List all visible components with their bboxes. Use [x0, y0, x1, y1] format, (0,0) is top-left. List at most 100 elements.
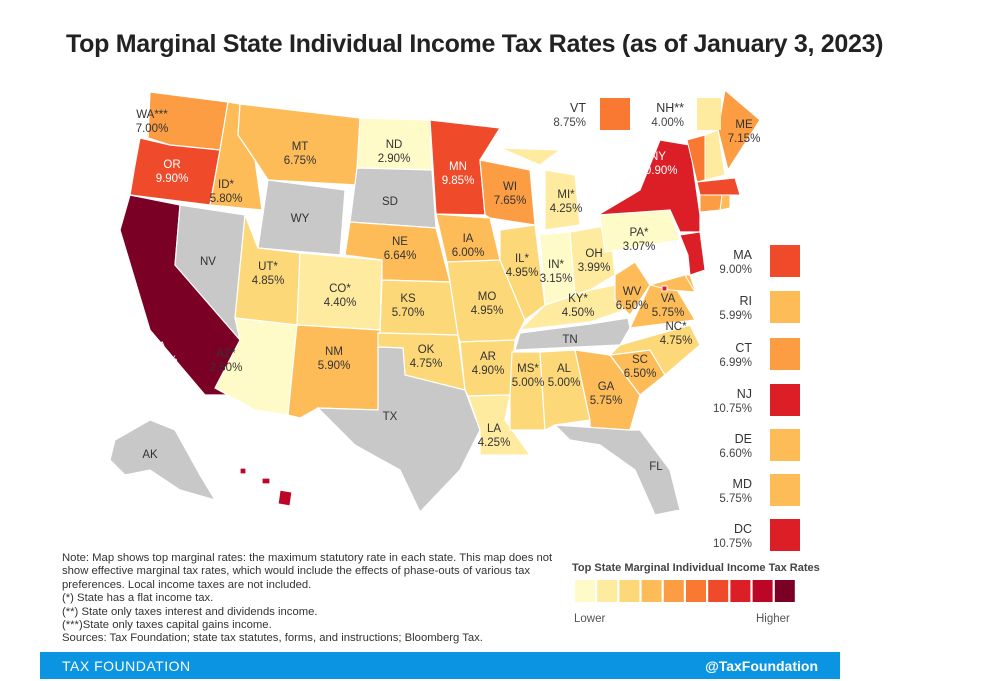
state-rate-il: 4.95% [506, 267, 539, 279]
callout-label-nj: NJ [737, 387, 752, 401]
state-al [539, 349, 591, 431]
callout-label-de: DE [735, 432, 752, 446]
state-label-ak: AK [142, 449, 158, 461]
state-rate-ut: 4.85% [252, 275, 285, 287]
state-label-ar: AR [480, 351, 496, 363]
state-label-ok: OK [418, 344, 435, 356]
state-label-al: AL [557, 363, 572, 375]
footer-brand: TAX FOUNDATION [62, 658, 191, 674]
state-label-tn: TN [562, 334, 577, 346]
callout-swatch-ri [770, 291, 800, 323]
state-rate-mo: 4.95% [471, 305, 504, 317]
state-rate-nd: 2.90% [378, 153, 411, 165]
callout-label-ri: RI [740, 294, 753, 308]
state-label-ky: KY* [568, 293, 588, 305]
legend-swatch [774, 580, 795, 602]
note-sources: Sources: Tax Foundation; state tax statu… [62, 632, 483, 645]
state-rate-oh: 3.99% [578, 262, 611, 274]
callout-swatch-vt [600, 98, 630, 130]
state-label-mt: MT [292, 141, 309, 153]
state-label-fl: FL [649, 461, 663, 473]
state-label-ut: UT* [258, 261, 278, 273]
state-ak [109, 419, 217, 501]
state-label-sc: SC [632, 354, 648, 366]
legend-lower: Lower [574, 613, 606, 625]
state-rate-ca: 13.30% [138, 355, 177, 367]
state-dc [661, 285, 668, 292]
callout-rate-ri: 5.99% [719, 310, 752, 322]
callout-swatch-ma [770, 245, 800, 277]
state-va [628, 277, 696, 329]
state-label-nd: ND [386, 139, 403, 151]
callout-label-md: MD [733, 477, 752, 491]
callout-rate-de: 6.60% [719, 448, 752, 460]
callout-swatch-nj [770, 384, 800, 416]
legend-higher: Higher [756, 613, 790, 625]
legend-swatch [686, 580, 706, 602]
state-rate-sc: 6.50% [624, 368, 657, 380]
state-label-ga: GA [598, 381, 615, 393]
state-label-ne: NE [392, 236, 408, 248]
state-label-pa: PA* [630, 227, 649, 239]
callout-label-dc: DC [734, 522, 752, 536]
legend-swatch [619, 580, 640, 602]
state-label-ca: CA [150, 341, 166, 353]
state-label-hi: HI [254, 498, 266, 510]
state-rate-al: 5.00% [548, 377, 581, 389]
callout-rate-md: 5.75% [719, 493, 752, 505]
state-label-ms: MS* [517, 363, 539, 375]
note-flat: (*) State has a flat income tax. [62, 592, 214, 605]
state-label-az: AZ* [216, 348, 236, 360]
state-il [499, 224, 546, 321]
callout-label-vt: VT [570, 101, 586, 115]
state-label-in: IN* [548, 259, 565, 271]
callout-rate-ma: 9.00% [719, 264, 752, 276]
state-wa [147, 91, 229, 151]
state-rate-or: 9.90% [156, 173, 189, 185]
callout-rate-dc: 10.75% [713, 538, 752, 550]
state-rate-id: 5.80% [210, 193, 243, 205]
state-label-id: ID* [218, 179, 235, 191]
callout-rate-nj: 10.75% [713, 403, 752, 415]
note-main: Note: Map shows top marginal rates: the … [62, 552, 553, 591]
state-rate-ar: 4.90% [472, 365, 505, 377]
state-ms [509, 351, 546, 431]
state-rate-ks: 5.70% [392, 307, 425, 319]
callout-rate-nh: 4.00% [651, 117, 684, 129]
state-label-nc: NC* [665, 321, 687, 333]
state-hi [239, 467, 247, 475]
note-capital-gains: (***)State only taxes capital gains inco… [62, 619, 272, 632]
state-ny [597, 139, 701, 233]
state-label-ia: IA [463, 233, 474, 245]
state-label-va: VA [661, 293, 676, 305]
state-wv [614, 261, 651, 316]
legend-swatch [730, 580, 751, 602]
state-rate-ok: 4.75% [410, 358, 443, 370]
callout-rate-vt: 8.75% [553, 117, 586, 129]
state-rate-co: 4.40% [324, 297, 357, 309]
state-rate-mt: 6.75% [284, 155, 317, 167]
callout-rate-ct: 6.99% [719, 357, 752, 369]
state-label-mi: MI* [557, 189, 575, 201]
legend-swatch [663, 580, 684, 602]
state-rate-va: 5.75% [652, 307, 685, 319]
callout-swatch-ct [770, 338, 800, 370]
legend-swatch [708, 580, 729, 602]
state-label-or: OR [163, 159, 180, 171]
state-nj [679, 231, 706, 276]
state-or [129, 137, 221, 206]
state-label-nm: NM [325, 346, 343, 358]
state-nc [608, 324, 701, 376]
state-rate-wi: 7.65% [494, 195, 527, 207]
state-fl [553, 424, 681, 516]
callout-swatch-nh [697, 98, 721, 130]
callout-label-ct: CT [735, 341, 752, 355]
state-label-mo: MO [478, 291, 497, 303]
state-label-la: LA [487, 423, 501, 435]
state-hi [277, 489, 293, 507]
state-hi [261, 477, 271, 485]
notes: Note: Map shows top marginal rates: the … [62, 552, 562, 646]
legend-swatch [597, 580, 618, 602]
